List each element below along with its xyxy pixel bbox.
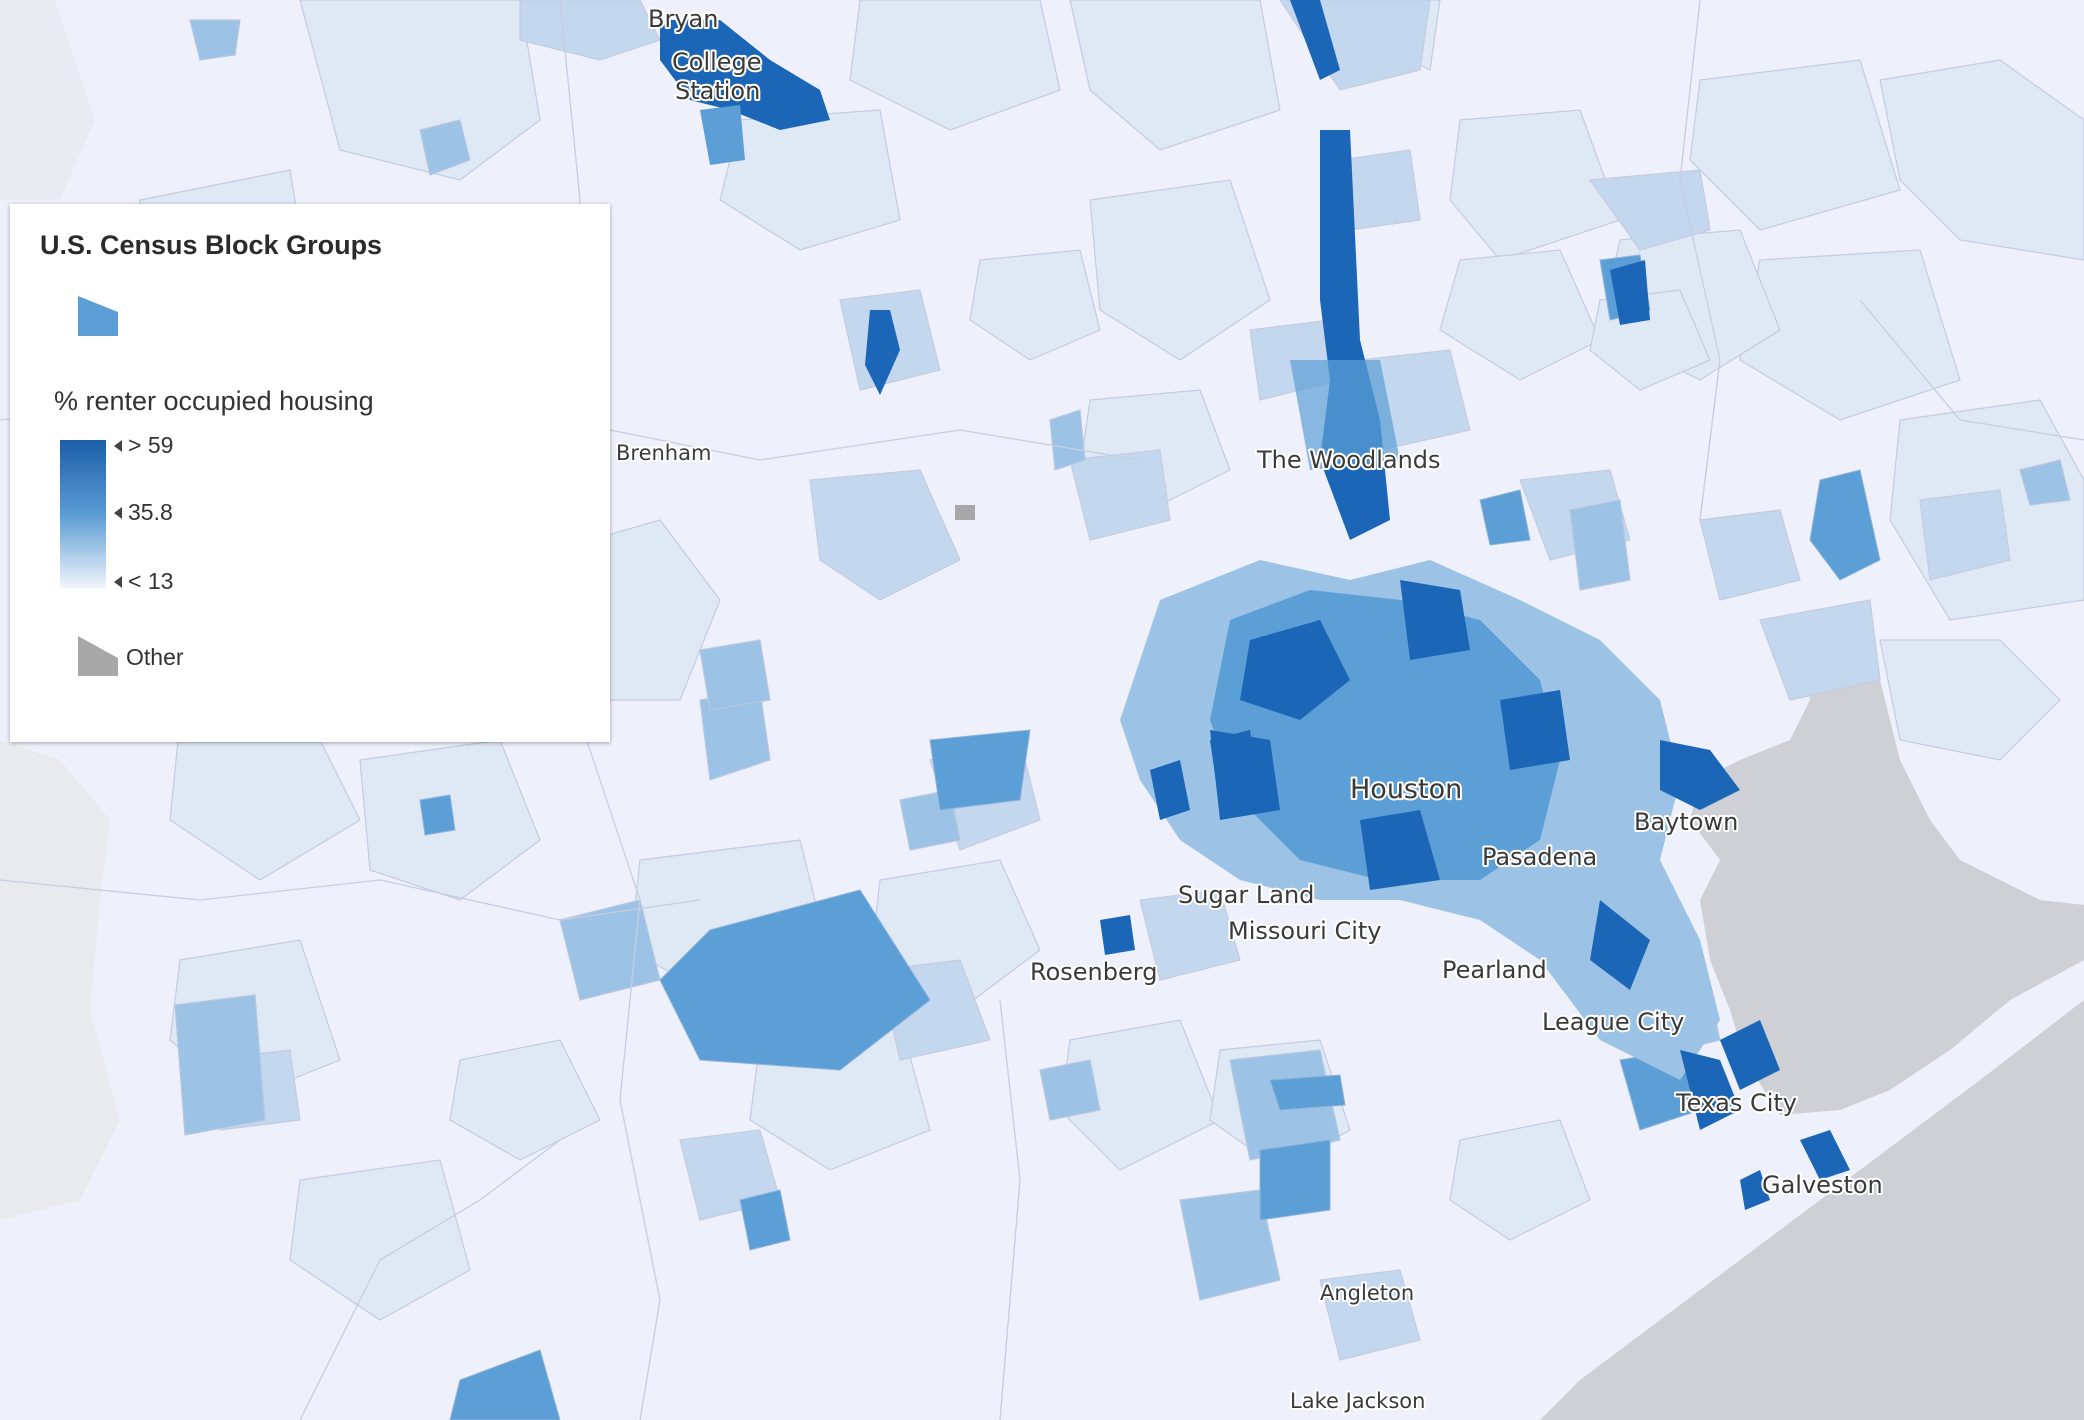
other-symbol-icon [78,636,118,676]
metro-darkest-4 [1360,810,1440,890]
bryan-college-station-light [700,105,745,165]
city-label-angleton: Angleton [1320,1281,1414,1305]
city-labels: Bryan College Station Brenham The Woodla… [614,3,1885,1415]
houston-metro-core [1120,560,1720,1080]
city-label-the-woodlands: The Woodlands [1256,446,1441,474]
city-label-missouri-city: Missouri City [1228,917,1381,945]
city-label-bryan: Bryan [648,5,718,33]
city-label-sugar-land: Sugar Land [1178,881,1314,909]
legend-layer-title: U.S. Census Block Groups [40,230,383,260]
block-group-symbol-icon [78,296,118,336]
woodlands-light [1290,360,1400,470]
city-label-brenham: Brenham [616,441,711,465]
other-category-patch [955,505,975,520]
ramp-low-tick-icon [114,576,122,588]
metro-darkest-1 [1240,620,1350,720]
city-label-college: College [672,48,762,76]
city-label-pasadena: Pasadena [1482,843,1597,871]
gulf-of-mexico [1540,1000,2084,1420]
ramp-mid-label: 35.8 [128,499,173,525]
galveston-bay [1690,620,2084,1115]
outside-region-west [0,740,120,1220]
city-label-galveston: Galveston [1762,1171,1883,1199]
city-label-station: Station [675,77,760,105]
city-label-houston: Houston [1350,774,1462,805]
city-label-rosenberg: Rosenberg [1030,958,1157,986]
ramp-high-label: > 59 [128,432,174,458]
city-label-league-city: League City [1542,1008,1684,1036]
color-ramp [60,440,106,588]
ramp-mid-tick-icon [114,507,122,519]
metro-darkest-2 [1400,580,1470,660]
city-label-texas-city: Texas City [1675,1089,1797,1117]
legend-panel: U.S. Census Block Groups % renter occupi… [10,204,610,742]
metro-darkest-5 [1500,690,1570,770]
ramp-high-tick-icon [114,440,122,452]
city-label-lake-jackson: Lake Jackson [1290,1389,1425,1413]
city-label-baytown: Baytown [1634,808,1738,836]
ramp-low-label: < 13 [128,568,174,594]
bryan-college-station [660,20,830,130]
legend-field-title: % renter occupied housing [54,386,374,416]
block-groups-class-5 [865,0,1850,1210]
outside-region-northwest [0,0,95,200]
legend-other-label: Other [126,644,184,670]
city-label-pearland: Pearland [1442,956,1547,984]
